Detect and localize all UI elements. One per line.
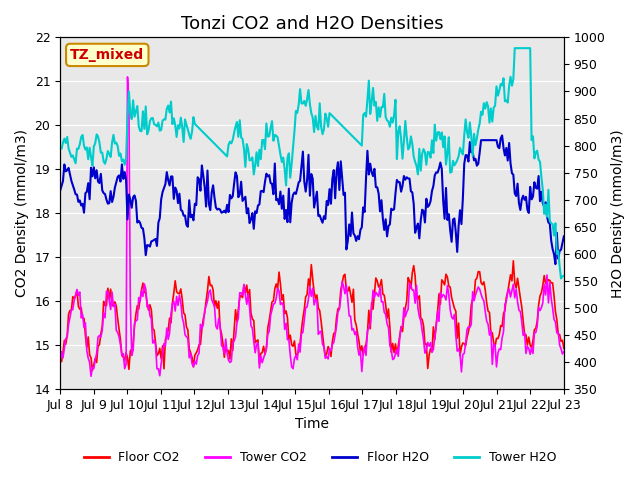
- Line: Floor H2O: Floor H2O: [60, 135, 564, 264]
- Tower CO2: [87, 373, 95, 379]
- Tower H2O: [511, 45, 518, 51]
- Floor H2O: [499, 132, 506, 138]
- Tower CO2: [234, 315, 242, 321]
- Tower CO2: [120, 351, 127, 357]
- Legend: Floor CO2, Tower CO2, Floor H2O, Tower H2O: Floor CO2, Tower CO2, Floor H2O, Tower H…: [79, 446, 561, 469]
- Tower H2O: [207, 137, 214, 143]
- Floor H2O: [56, 188, 64, 193]
- Floor CO2: [88, 368, 96, 373]
- Floor H2O: [207, 207, 214, 213]
- Tower H2O: [560, 273, 568, 279]
- Y-axis label: H2O Density (mmol/m3): H2O Density (mmol/m3): [611, 129, 625, 298]
- X-axis label: Time: Time: [295, 418, 329, 432]
- Floor CO2: [278, 297, 285, 303]
- Tower CO2: [209, 300, 217, 306]
- Floor CO2: [233, 319, 241, 324]
- Tower H2O: [276, 152, 284, 157]
- Tower H2O: [557, 276, 565, 281]
- Tower H2O: [533, 148, 541, 154]
- Tower H2O: [56, 144, 64, 149]
- Tower CO2: [226, 360, 234, 365]
- Y-axis label: CO2 Density (mmol/m3): CO2 Density (mmol/m3): [15, 129, 29, 297]
- Floor CO2: [535, 302, 543, 308]
- Floor H2O: [276, 189, 284, 194]
- Floor CO2: [208, 282, 216, 288]
- Text: TZ_mixed: TZ_mixed: [70, 48, 145, 62]
- Line: Tower H2O: Tower H2O: [60, 48, 564, 278]
- Floor CO2: [509, 258, 517, 264]
- Floor H2O: [232, 169, 239, 175]
- Tower CO2: [280, 302, 287, 308]
- Tower H2O: [223, 154, 231, 159]
- Tower H2O: [232, 124, 239, 130]
- Floor H2O: [533, 186, 541, 192]
- Title: Tonzi CO2 and H2O Densities: Tonzi CO2 and H2O Densities: [180, 15, 444, 33]
- Floor CO2: [225, 348, 232, 353]
- Tower CO2: [124, 74, 131, 80]
- Floor CO2: [560, 346, 568, 351]
- Floor CO2: [120, 354, 127, 360]
- Tower CO2: [535, 304, 543, 310]
- Tower CO2: [560, 349, 568, 355]
- Floor H2O: [118, 162, 125, 168]
- Line: Tower CO2: Tower CO2: [60, 77, 564, 376]
- Tower H2O: [118, 158, 125, 164]
- Floor H2O: [223, 202, 231, 208]
- Tower CO2: [56, 358, 64, 364]
- Line: Floor CO2: Floor CO2: [60, 261, 564, 371]
- Floor CO2: [56, 357, 64, 362]
- Floor H2O: [560, 233, 568, 239]
- Floor H2O: [552, 261, 559, 267]
